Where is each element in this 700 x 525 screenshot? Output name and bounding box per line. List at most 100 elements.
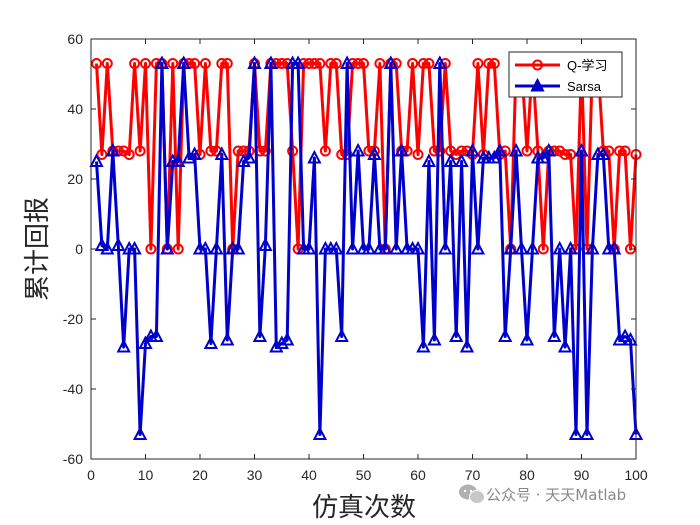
series-1-point <box>287 145 299 157</box>
x-tick-label: 60 <box>410 467 426 483</box>
series-2-point <box>176 55 191 69</box>
series-2-point <box>290 55 306 69</box>
legend-entry-2: Sarsa <box>515 77 602 94</box>
series-1-point <box>407 58 419 69</box>
series-1-point <box>521 145 533 157</box>
legend-entry-1: Q-学习 <box>515 58 607 73</box>
series-2-point <box>187 146 202 160</box>
series-2-point <box>563 240 578 255</box>
series-2-point <box>492 142 507 157</box>
series-1-point <box>134 145 146 157</box>
x-tick-label: 90 <box>574 467 590 483</box>
series-1-point <box>205 145 217 157</box>
series-2-point <box>203 335 219 349</box>
series-2-point <box>568 426 584 440</box>
watermark: 公众号 · 天天Matlab <box>459 484 626 504</box>
series-2-point <box>105 142 120 157</box>
y-tick-label: 20 <box>67 171 83 187</box>
x-tick-label: 50 <box>356 467 372 483</box>
series-2-point <box>465 142 480 157</box>
series-2-point <box>596 146 611 160</box>
series-2-point <box>301 240 317 255</box>
series-2-point <box>410 240 426 255</box>
series-2-point <box>89 153 104 167</box>
series-2-point <box>498 328 513 342</box>
series-2-point <box>116 338 131 353</box>
series-1-point <box>167 58 179 69</box>
series-2-point <box>454 153 469 167</box>
series-2-point <box>547 328 562 342</box>
series-1-point <box>614 145 626 157</box>
series-1-point <box>341 149 353 160</box>
series-2-point <box>258 237 273 251</box>
series-2-point <box>541 142 556 157</box>
series-1-point <box>221 58 233 69</box>
series-2-point <box>612 331 627 346</box>
series-1-point <box>559 149 571 160</box>
series-1-point <box>101 58 113 69</box>
watermark-text: 公众号 · 天天Matlab <box>486 486 626 504</box>
series-1-point <box>303 58 315 69</box>
x-axis-title: 仿真次数 <box>312 493 416 523</box>
series-1-point <box>96 149 108 160</box>
series-2-point <box>389 240 404 255</box>
y-axis-title: 累计回报 <box>23 197 53 301</box>
series-2-point <box>334 328 349 342</box>
series-1-point <box>417 58 429 69</box>
y-tick-label: 60 <box>67 31 83 47</box>
series-1-point <box>145 243 157 255</box>
series-2-point <box>361 240 377 255</box>
series-2-point <box>503 240 518 255</box>
series-2-point <box>307 149 322 164</box>
series-2-point <box>252 328 268 342</box>
series-2-point <box>394 142 409 157</box>
series-2-point <box>127 240 142 255</box>
series-2-point <box>329 240 344 255</box>
x-tick-label: 100 <box>624 467 648 483</box>
series-1-point <box>488 58 500 69</box>
series-2-point <box>214 146 229 160</box>
series-2-point <box>111 237 126 251</box>
x-tick-label: 20 <box>192 467 208 483</box>
series-2-point <box>585 240 600 255</box>
series-2-point <box>236 153 251 167</box>
series-2-point <box>536 149 551 164</box>
series-2-point <box>263 55 279 69</box>
series-1-point <box>276 58 288 69</box>
series-1-point <box>308 58 320 69</box>
series-1-point <box>123 149 135 160</box>
x-tick-label: 10 <box>138 467 154 483</box>
series-1-point <box>532 145 544 157</box>
series-2-point <box>132 426 148 440</box>
series-2-point <box>470 240 486 255</box>
y-tick-label: 40 <box>67 101 83 117</box>
series-2-point <box>607 240 622 255</box>
x-tick-label: 30 <box>247 467 263 483</box>
series-2-point <box>231 240 246 255</box>
series-2-point <box>557 338 573 353</box>
wechat-bubble-icon <box>459 484 485 504</box>
y-tick-label: -20 <box>63 311 83 327</box>
y-tick-label: -40 <box>63 381 83 397</box>
series-2-point <box>154 55 170 69</box>
series-1-point <box>91 58 102 69</box>
series-2-point <box>350 142 366 157</box>
x-tick-label: 80 <box>519 467 535 483</box>
series-2-point <box>171 153 186 167</box>
series-2-point <box>220 331 235 346</box>
series-2-point <box>508 142 524 157</box>
legend-label: Sarsa <box>567 79 602 94</box>
series-1-point <box>314 58 326 69</box>
series-2-point <box>345 240 360 255</box>
x-tick-label: 0 <box>87 467 95 483</box>
series-1-point <box>232 145 244 157</box>
series-1-point <box>423 58 435 69</box>
series-2-point <box>94 237 110 251</box>
legend: Q-学习 Sarsa <box>508 51 623 98</box>
x-tick-label: 40 <box>301 467 317 483</box>
x-tick-label: 70 <box>465 467 481 483</box>
series-2-point <box>416 338 431 353</box>
series-1-point <box>537 243 549 255</box>
legend-box <box>508 51 623 98</box>
series-2-point <box>487 149 502 164</box>
